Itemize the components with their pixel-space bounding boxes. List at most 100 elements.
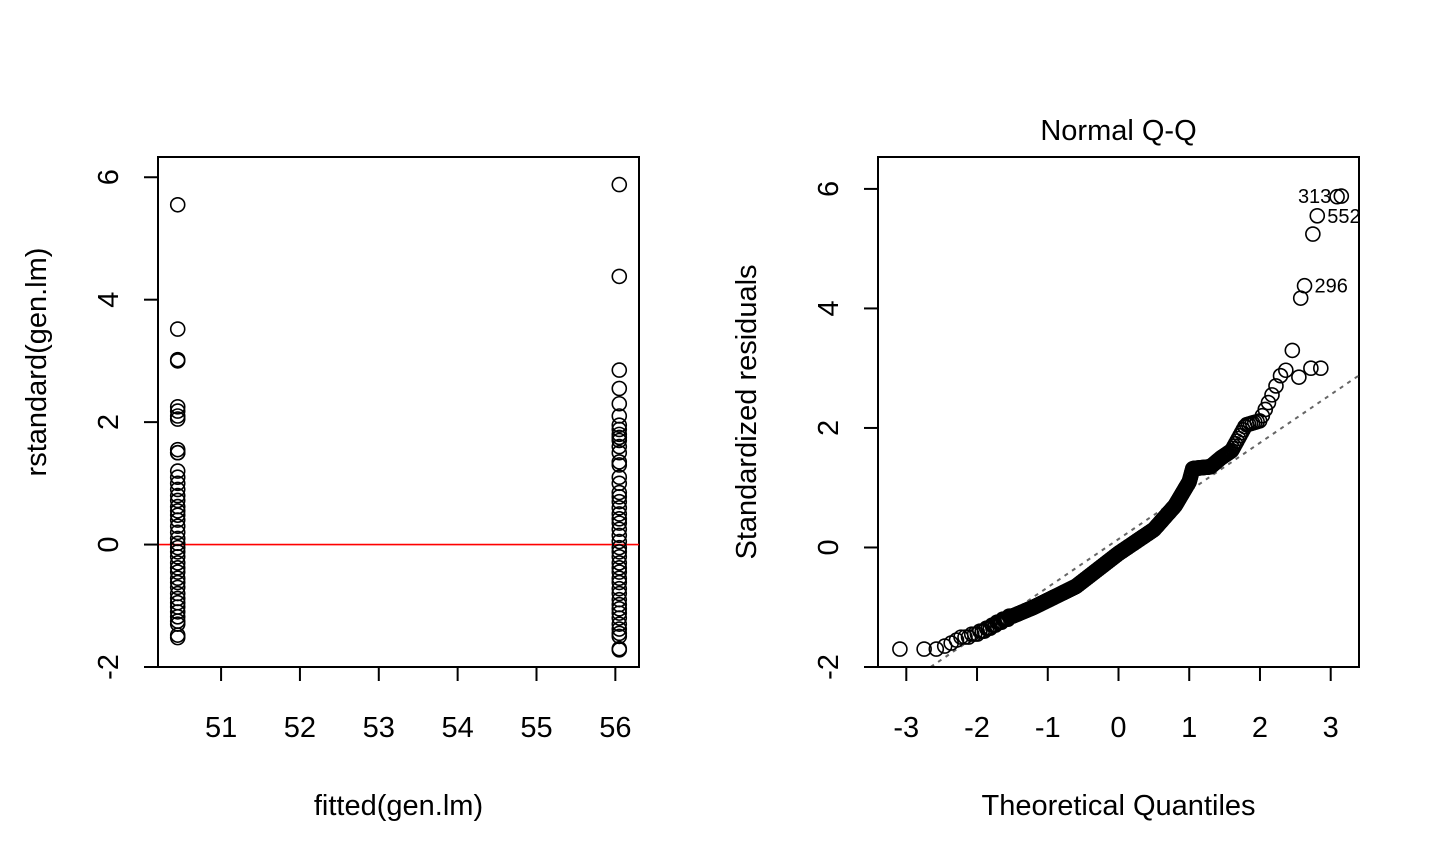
scatter-point	[169, 399, 186, 415]
qq-point	[916, 641, 932, 657]
residuals-vs-fitted-panel: 51 52 53 54 55 56 -2 0 2 4 6 fitted(gen.lm) rstan…	[21, 156, 640, 822]
scatter-point	[611, 489, 628, 505]
scatter-point	[169, 196, 186, 213]
y-tick-label: 6	[813, 181, 845, 197]
x-tick-label: 56	[599, 712, 631, 744]
qq-outlier-point	[1296, 277, 1313, 294]
qq-point	[1268, 378, 1284, 394]
left-x-axis-title: fitted(gen.lm)	[314, 790, 483, 822]
qq-point	[1313, 360, 1329, 376]
scatter-point	[611, 610, 628, 626]
scatter-point	[169, 549, 186, 565]
scatter-point	[611, 621, 628, 637]
scatter-point	[611, 585, 628, 602]
scatter-point	[611, 432, 628, 449]
scatter-point	[169, 604, 186, 620]
x-tick-label: 52	[284, 712, 316, 744]
scatter-point	[611, 457, 628, 473]
x-tick-label: 2	[1252, 712, 1268, 744]
scatter-point	[611, 268, 628, 285]
qq-outlier-point	[1333, 188, 1350, 204]
right-y-axis-title: Standardized residuals	[731, 264, 763, 559]
qq-point	[892, 641, 908, 657]
scatter-point	[169, 555, 186, 571]
x-tick-label: -2	[964, 712, 990, 744]
scatter-point	[611, 533, 628, 550]
y-tick-label: 0	[813, 539, 845, 555]
scatter-point	[611, 493, 628, 510]
scatter-point	[611, 500, 628, 516]
scatter-point	[611, 484, 628, 501]
scatter-point	[611, 454, 628, 470]
scatter-point	[611, 380, 628, 397]
x-tick-label: 54	[442, 712, 474, 744]
scatter-point	[611, 438, 628, 455]
left-plot-frame	[157, 156, 640, 668]
x-tick-label: 3	[1323, 712, 1339, 744]
x-tick-label: 0	[1110, 712, 1126, 744]
scatter-point	[611, 527, 628, 544]
scatter-point	[169, 403, 186, 419]
qq-point	[1264, 387, 1280, 403]
scatter-point	[169, 463, 186, 479]
y-tick-label: 2	[813, 420, 845, 436]
y-tick-label: 2	[93, 414, 125, 430]
qq-point	[1272, 367, 1289, 384]
qq-point	[1257, 401, 1274, 418]
x-tick-label: -3	[893, 712, 919, 744]
scatter-point	[611, 539, 628, 556]
qq-outlier-point	[1309, 207, 1326, 224]
scatter-point	[169, 512, 186, 528]
scatter-point	[169, 629, 186, 646]
scatter-point	[169, 524, 186, 541]
scatter-point	[611, 395, 628, 412]
qq-point	[1284, 342, 1301, 359]
x-tick-label: 53	[363, 712, 395, 744]
qq-point	[1291, 369, 1307, 385]
qq-point	[1303, 360, 1319, 376]
scatter-point	[169, 487, 186, 504]
scatter-point	[611, 616, 628, 632]
qq-scatter-points	[892, 188, 1345, 657]
scatter-point	[611, 506, 628, 522]
scatter-point	[611, 601, 628, 617]
scatter-point	[169, 353, 186, 369]
scatter-point	[611, 605, 628, 621]
left-x-axis: 51 52 53 54 55 56	[205, 666, 631, 744]
scatter-point	[169, 564, 186, 580]
scatter-point	[169, 441, 186, 458]
scatter-point	[169, 503, 186, 519]
y-tick-label: -2	[93, 654, 125, 680]
qq-point	[1278, 362, 1294, 379]
scatter-point	[611, 421, 628, 438]
scatter-point	[611, 176, 628, 193]
left-y-axis-title: rstandard(gen.lm)	[21, 248, 53, 477]
scatter-point	[611, 362, 628, 378]
scatter-point	[611, 555, 628, 571]
scatter-point	[169, 579, 186, 596]
scatter-point	[611, 549, 628, 565]
x-tick-label: -1	[1035, 712, 1061, 744]
y-tick-label: 6	[93, 169, 125, 185]
right-plot-frame	[877, 156, 1360, 668]
right-x-axis-title: Theoretical Quantiles	[981, 790, 1255, 822]
qq-point	[957, 629, 973, 645]
scatter-point	[611, 544, 628, 560]
x-tick-label: 51	[205, 712, 237, 744]
scatter-point	[611, 580, 628, 597]
scatter-point	[169, 469, 186, 486]
scatter-point	[169, 444, 186, 461]
scatter-point	[169, 351, 186, 368]
y-tick-label: 4	[813, 300, 845, 316]
scatter-point	[169, 544, 186, 560]
y-tick-label: 0	[93, 536, 125, 552]
scatter-point	[611, 570, 628, 587]
scatter-point	[169, 608, 186, 625]
scatter-point	[611, 469, 628, 486]
scatter-point	[611, 444, 628, 461]
qq-point	[928, 641, 945, 657]
outlier-label: 313	[1298, 186, 1331, 208]
